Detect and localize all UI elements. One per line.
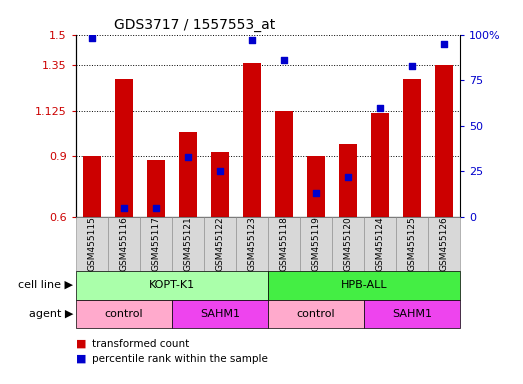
Point — [216, 168, 224, 174]
Point — [120, 205, 128, 211]
Bar — [83, 156, 100, 217]
Text: control: control — [105, 309, 143, 319]
Text: GSM455115: GSM455115 — [87, 217, 96, 271]
Point — [344, 174, 353, 180]
Bar — [275, 111, 293, 217]
Text: GSM455121: GSM455121 — [184, 217, 192, 271]
Bar — [339, 144, 357, 217]
Text: GDS3717 / 1557553_at: GDS3717 / 1557553_at — [114, 18, 276, 32]
Text: SAHM1: SAHM1 — [392, 309, 432, 319]
Bar — [211, 152, 229, 217]
Text: control: control — [297, 309, 335, 319]
Bar — [436, 65, 453, 217]
Text: GSM455118: GSM455118 — [280, 217, 289, 271]
Point — [152, 205, 160, 211]
Point — [440, 41, 448, 47]
Bar — [371, 113, 389, 217]
Point — [88, 35, 96, 41]
Text: transformed count: transformed count — [92, 339, 189, 349]
Point — [184, 154, 192, 160]
Bar — [243, 63, 261, 217]
Text: GSM455119: GSM455119 — [312, 217, 321, 271]
Text: agent ▶: agent ▶ — [29, 309, 73, 319]
Text: percentile rank within the sample: percentile rank within the sample — [92, 354, 267, 364]
Text: SAHM1: SAHM1 — [200, 309, 240, 319]
Text: GSM455116: GSM455116 — [119, 217, 128, 271]
Text: ■: ■ — [76, 339, 90, 349]
Text: GSM455124: GSM455124 — [376, 217, 384, 271]
Text: ■: ■ — [76, 354, 90, 364]
Point — [376, 104, 384, 111]
Text: GSM455120: GSM455120 — [344, 217, 353, 271]
Point — [312, 190, 320, 196]
Bar — [308, 156, 325, 217]
Point — [280, 57, 288, 63]
Bar — [403, 79, 421, 217]
Bar — [147, 160, 165, 217]
Text: GSM455122: GSM455122 — [215, 217, 224, 271]
Text: GSM455125: GSM455125 — [408, 217, 417, 271]
Point — [408, 63, 416, 69]
Point — [248, 37, 256, 43]
Text: HPB-ALL: HPB-ALL — [341, 280, 388, 290]
Bar — [179, 132, 197, 217]
Bar — [115, 79, 133, 217]
Text: GSM455117: GSM455117 — [152, 217, 161, 271]
Text: GSM455126: GSM455126 — [440, 217, 449, 271]
Text: cell line ▶: cell line ▶ — [18, 280, 73, 290]
Text: KOPT-K1: KOPT-K1 — [149, 280, 195, 290]
Text: GSM455123: GSM455123 — [247, 217, 256, 271]
